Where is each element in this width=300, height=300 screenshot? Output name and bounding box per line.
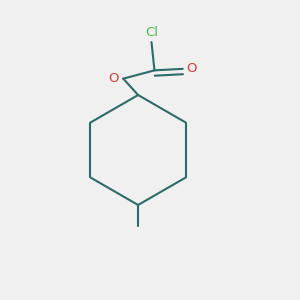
Text: O: O [108,72,119,85]
Text: Cl: Cl [145,26,158,38]
Text: O: O [187,62,197,75]
